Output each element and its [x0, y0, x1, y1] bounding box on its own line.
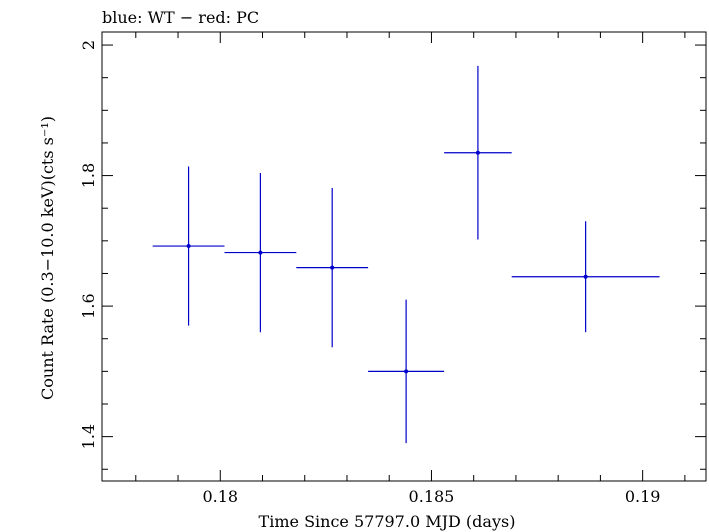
- data-point: [224, 172, 297, 333]
- y-tick-label: 1.4: [79, 424, 98, 449]
- x-axis-label: Time Since 57797.0 MJD (days): [259, 512, 516, 531]
- data-marker: [330, 265, 335, 270]
- axis-ticks: [102, 32, 706, 481]
- y-tick-label: 1.8: [79, 163, 98, 188]
- data-point: [511, 221, 660, 333]
- x-tick-label: 0.185: [409, 487, 455, 506]
- data-points: [152, 65, 660, 444]
- data-marker: [186, 244, 191, 249]
- x-tick-label: 0.19: [625, 487, 661, 506]
- data-point: [296, 187, 369, 348]
- chart-title: blue: WT − red: PC: [102, 8, 259, 27]
- data-marker: [475, 150, 480, 155]
- data-point: [152, 166, 225, 326]
- data-marker: [404, 369, 409, 374]
- data-point: [368, 299, 445, 444]
- y-tick-label: 2: [79, 40, 98, 50]
- x-tick-label: 0.18: [202, 487, 238, 506]
- data-marker: [583, 274, 588, 279]
- plot-frame: [101, 31, 707, 482]
- y-axis-label: Count Rate (0.3−10.0 keV)(cts s⁻¹): [38, 116, 57, 400]
- y-tick-label: 1.6: [79, 293, 98, 318]
- data-marker: [258, 250, 263, 255]
- data-point: [444, 65, 512, 240]
- tick-labels: 0.18 0.185 0.19 1.4 1.6 1.8 2: [79, 40, 660, 506]
